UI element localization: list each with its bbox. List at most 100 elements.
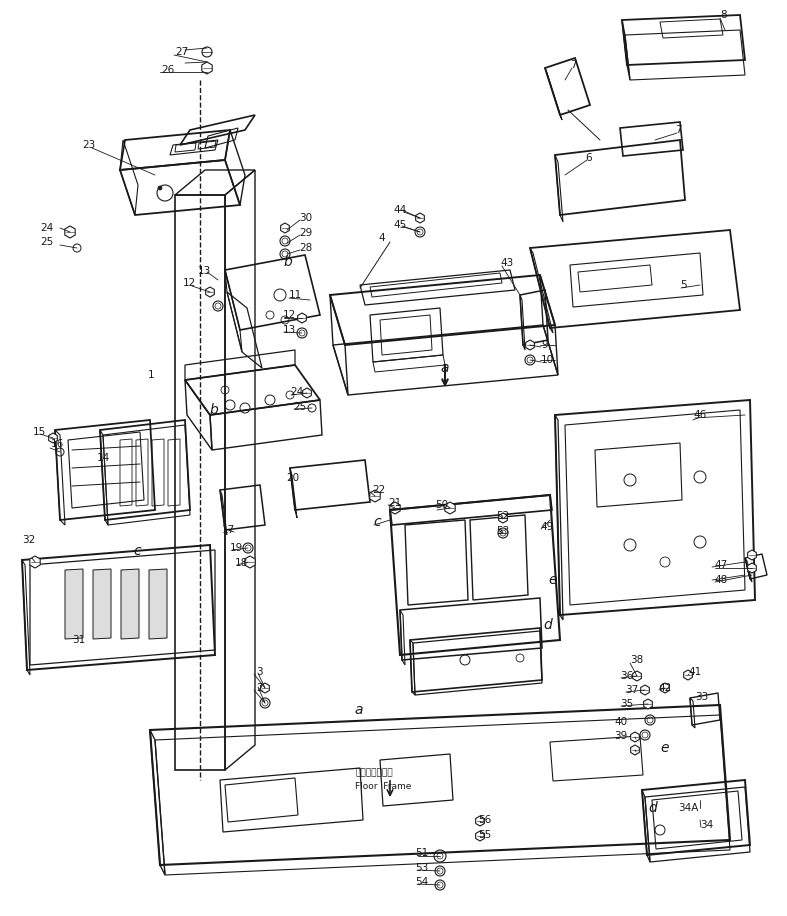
- Text: 24: 24: [40, 223, 54, 233]
- Text: フロアフレーム: フロアフレーム: [355, 768, 393, 777]
- Text: 13: 13: [283, 325, 296, 335]
- Text: 8: 8: [720, 10, 726, 20]
- Text: 6: 6: [585, 153, 592, 163]
- Polygon shape: [93, 569, 111, 639]
- Text: Floor  Frame: Floor Frame: [355, 782, 412, 791]
- Text: 47: 47: [714, 560, 727, 570]
- Text: 53: 53: [415, 863, 428, 873]
- Text: 2: 2: [256, 683, 263, 693]
- Polygon shape: [684, 670, 693, 680]
- Text: 3: 3: [256, 667, 263, 677]
- Text: 24: 24: [290, 387, 303, 397]
- Text: 43: 43: [500, 258, 513, 268]
- Text: b: b: [283, 255, 292, 269]
- Text: 53: 53: [496, 526, 509, 536]
- Polygon shape: [149, 569, 167, 639]
- Polygon shape: [281, 223, 290, 233]
- Text: 17: 17: [222, 525, 235, 535]
- Text: 32: 32: [22, 535, 35, 545]
- Text: d: d: [648, 801, 656, 815]
- Text: 20: 20: [286, 473, 299, 483]
- Text: 56: 56: [478, 815, 491, 825]
- Polygon shape: [245, 556, 255, 568]
- Text: 14: 14: [97, 453, 110, 463]
- Polygon shape: [660, 683, 669, 693]
- Text: 55: 55: [478, 830, 491, 840]
- Polygon shape: [630, 732, 639, 742]
- Polygon shape: [526, 340, 534, 350]
- Text: 1: 1: [148, 370, 154, 380]
- Text: 18: 18: [235, 558, 248, 568]
- Polygon shape: [445, 502, 455, 514]
- Text: 52: 52: [496, 511, 509, 521]
- Text: 40: 40: [614, 717, 627, 727]
- Polygon shape: [748, 550, 756, 560]
- Polygon shape: [390, 502, 401, 514]
- Text: b: b: [210, 403, 219, 417]
- Polygon shape: [65, 569, 83, 639]
- Text: c: c: [133, 544, 141, 558]
- Text: 13: 13: [198, 266, 211, 276]
- Polygon shape: [499, 513, 508, 523]
- Text: 28: 28: [299, 243, 312, 253]
- Text: 39: 39: [614, 731, 627, 741]
- Polygon shape: [297, 313, 306, 323]
- Text: 49: 49: [540, 522, 553, 532]
- Text: 19: 19: [230, 543, 243, 553]
- Text: 54: 54: [415, 877, 428, 887]
- Text: 34: 34: [700, 820, 713, 830]
- Circle shape: [158, 186, 162, 190]
- Text: 41: 41: [688, 667, 701, 677]
- Text: 7: 7: [570, 60, 577, 70]
- Text: 22: 22: [372, 485, 386, 495]
- Text: 34A: 34A: [678, 803, 698, 813]
- Text: c: c: [373, 515, 381, 529]
- Polygon shape: [121, 569, 139, 639]
- Text: e: e: [548, 573, 556, 587]
- Text: 23: 23: [82, 140, 95, 150]
- Text: 45: 45: [393, 220, 406, 230]
- Polygon shape: [416, 213, 424, 223]
- Text: 35: 35: [620, 699, 634, 709]
- Text: 29: 29: [299, 228, 312, 238]
- Text: 50: 50: [435, 500, 448, 510]
- Text: 33: 33: [695, 692, 708, 702]
- Text: 10: 10: [541, 355, 554, 365]
- Text: 21: 21: [388, 498, 401, 508]
- Polygon shape: [644, 699, 652, 709]
- Text: 27: 27: [175, 47, 188, 57]
- Polygon shape: [630, 745, 639, 755]
- Text: 25: 25: [293, 402, 306, 412]
- Polygon shape: [205, 287, 214, 297]
- Polygon shape: [370, 490, 380, 502]
- Text: 16: 16: [51, 439, 65, 449]
- Polygon shape: [303, 388, 312, 398]
- Text: 4: 4: [378, 233, 385, 243]
- Text: 15: 15: [33, 427, 46, 437]
- Text: 31: 31: [72, 635, 85, 645]
- Text: 46: 46: [693, 410, 706, 420]
- Polygon shape: [49, 433, 57, 443]
- Polygon shape: [260, 683, 269, 693]
- Polygon shape: [475, 816, 484, 826]
- Polygon shape: [475, 831, 484, 841]
- Polygon shape: [748, 563, 756, 573]
- Text: 9: 9: [541, 340, 548, 350]
- Text: 25: 25: [40, 237, 54, 247]
- Polygon shape: [641, 685, 649, 695]
- Text: 12: 12: [283, 310, 296, 320]
- Text: a: a: [354, 703, 363, 717]
- Text: 42: 42: [658, 683, 671, 693]
- Text: d: d: [543, 618, 552, 632]
- Text: 36: 36: [620, 671, 634, 681]
- Text: 7: 7: [675, 125, 682, 135]
- Text: 51: 51: [415, 848, 428, 858]
- Text: 12: 12: [183, 278, 196, 288]
- Text: 48: 48: [714, 575, 727, 585]
- Text: 30: 30: [299, 213, 312, 223]
- Text: 38: 38: [630, 655, 643, 665]
- Text: 11: 11: [289, 290, 302, 300]
- Text: a: a: [440, 361, 449, 375]
- Text: e: e: [660, 741, 668, 755]
- Polygon shape: [30, 556, 40, 568]
